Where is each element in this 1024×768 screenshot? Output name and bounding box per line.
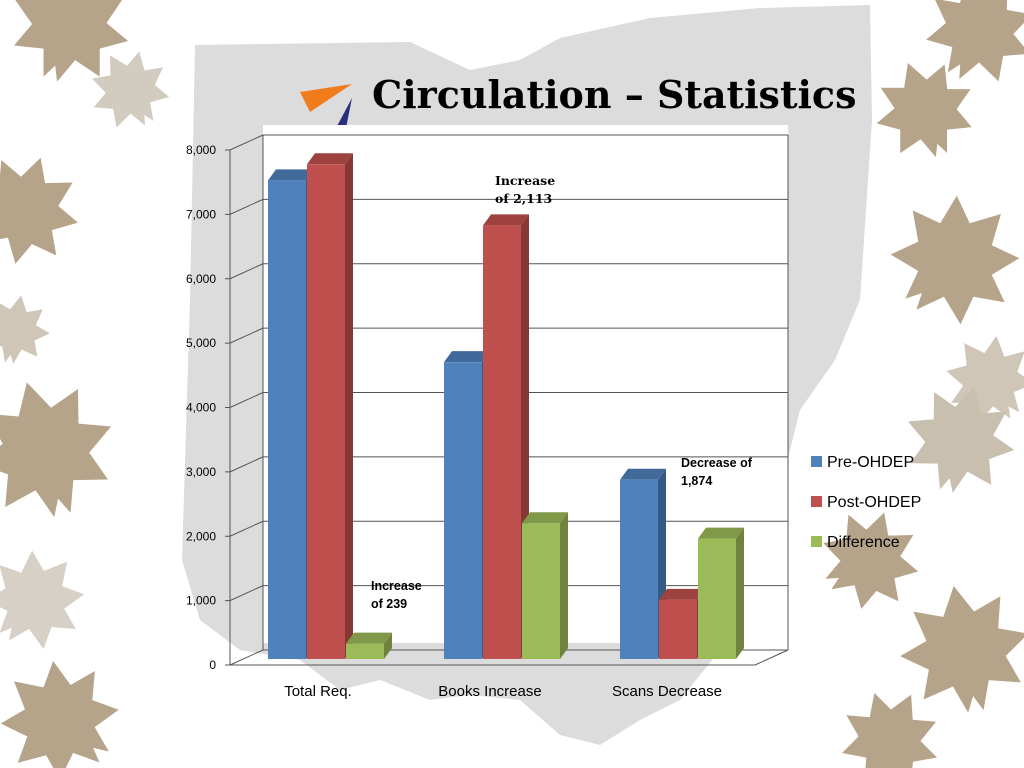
y-tick-label: 4,000	[186, 401, 216, 415]
x-axis-ticks: Total Req. Books Increase Scans Decrease	[284, 683, 722, 700]
y-tick-label: 1,000	[186, 594, 216, 608]
legend-swatch	[811, 496, 822, 507]
legend-label: Pre-OHDEP	[827, 454, 914, 471]
gridline-diagonal	[229, 392, 264, 408]
legend-swatch	[811, 456, 822, 467]
gridline-diagonal	[229, 327, 264, 344]
bar-post-ohdep-1	[483, 214, 529, 659]
x-tick-label: Scans Decrease	[612, 683, 722, 700]
annotation-label: Increase	[371, 579, 422, 593]
y-tick-label: 5,000	[186, 336, 216, 350]
y-tick-label: 3,000	[186, 465, 216, 479]
slide-title: Circulation – Statistics	[372, 72, 857, 117]
gridline-diagonal	[229, 456, 264, 473]
y-tick-label: 0	[209, 658, 216, 672]
gridline-diagonal	[229, 585, 264, 602]
logo-arrow-icon	[300, 84, 352, 128]
x-tick-label: Total Req.	[284, 683, 352, 700]
gridline-diagonal	[229, 198, 264, 215]
gridline-diagonal	[229, 134, 264, 151]
annotation-label: Increase	[495, 173, 555, 188]
bar-difference-1	[522, 512, 568, 659]
gridline-diagonal	[229, 520, 264, 537]
annotation-label: Decrease of	[681, 456, 753, 470]
y-tick-label: 6,000	[186, 272, 216, 286]
bar-difference-2	[698, 527, 744, 659]
gridline-diagonal	[229, 263, 264, 280]
legend-label: Post-OHDEP	[827, 494, 921, 511]
floor-right-edge	[754, 649, 789, 666]
y-tick-label: 2,000	[186, 529, 216, 543]
annotation-label: 1,874	[681, 474, 712, 488]
legend-swatch	[811, 536, 822, 547]
y-tick-label: 7,000	[186, 207, 216, 221]
annotation-label: of 2,113	[495, 191, 552, 206]
x-tick-label: Books Increase	[438, 683, 541, 700]
bar-post-ohdep-0	[307, 153, 353, 659]
floor-left-edge	[229, 649, 264, 666]
annotation-label: of 239	[371, 597, 407, 611]
y-axis-ticks: 0 1,000 2,000 3,000 4,000 5,000 6,000 7,000 8,00…	[186, 143, 230, 672]
bar-pre-ohdep-2	[620, 468, 666, 659]
legend-label: Difference	[827, 534, 900, 551]
bar-post-ohdep-2	[659, 588, 705, 659]
legend: Pre-OHDEP Post-OHDEP Difference	[811, 454, 921, 551]
bars	[268, 153, 744, 659]
annotations: Increase of 239 Increase of 2,113 Decrease o…	[371, 173, 753, 611]
bar-difference-0	[346, 632, 392, 659]
y-tick-label: 8,000	[186, 143, 216, 157]
